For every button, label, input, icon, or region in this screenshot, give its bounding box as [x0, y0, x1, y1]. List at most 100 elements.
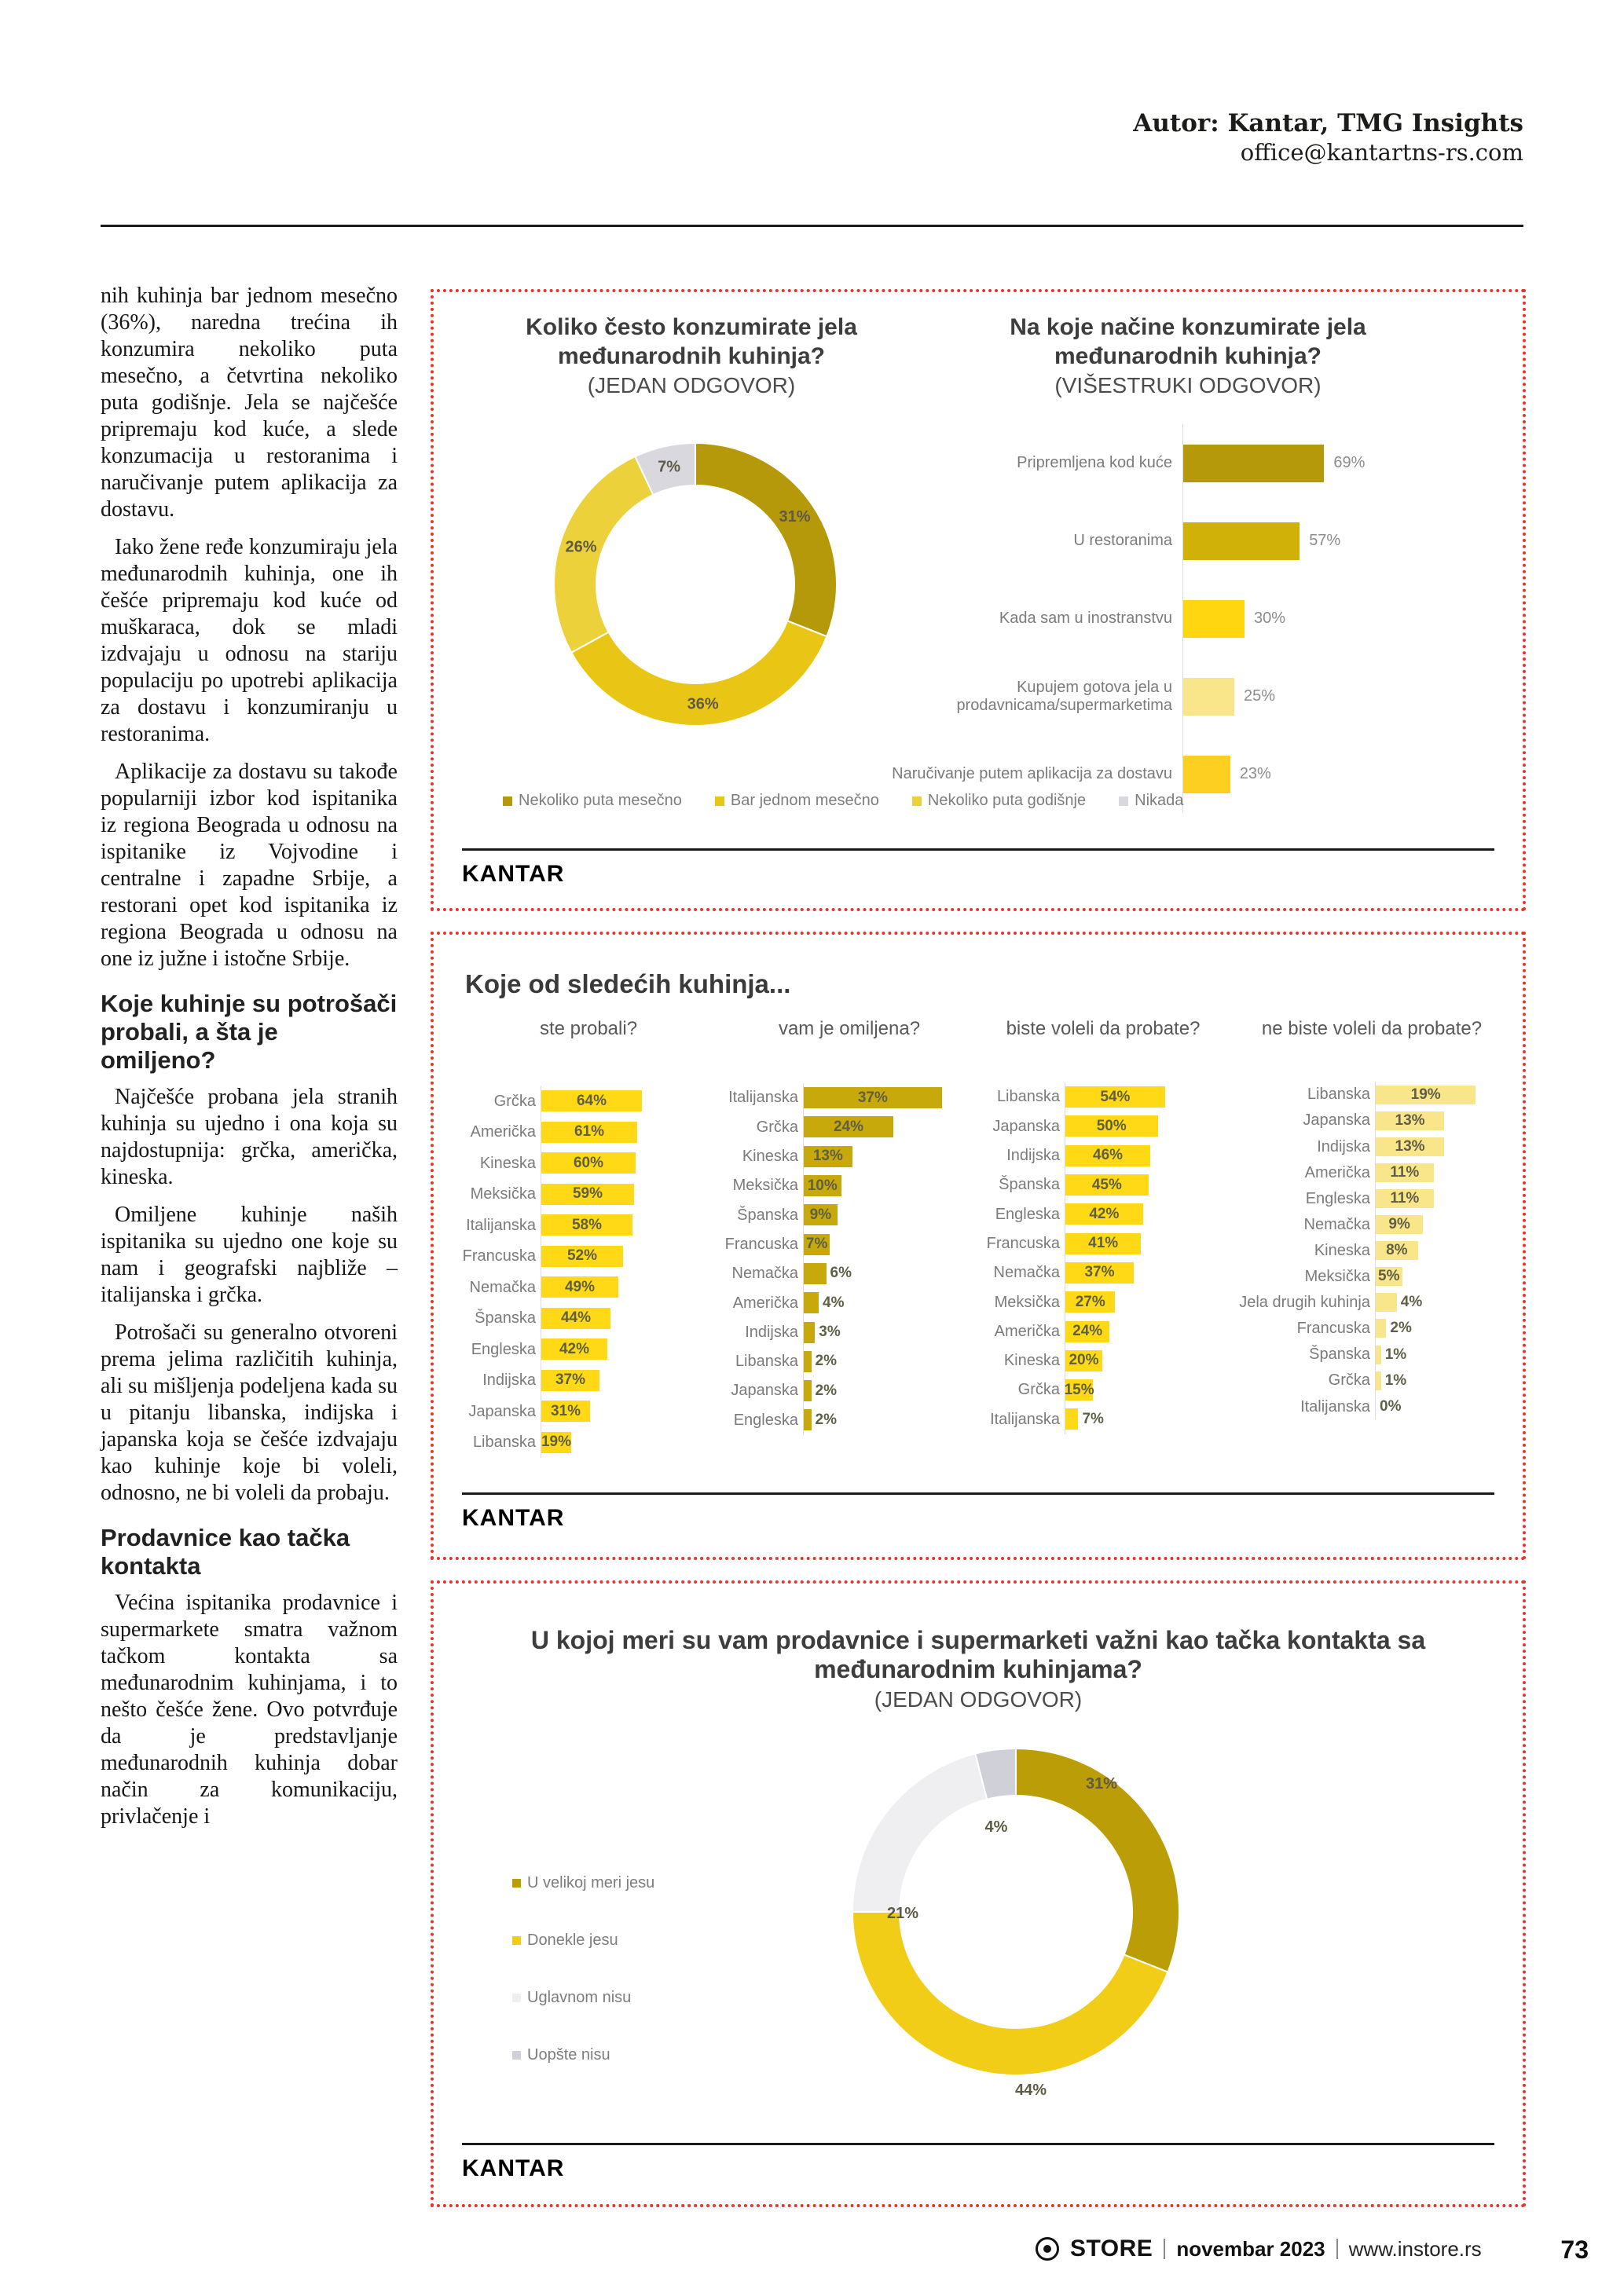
legend-item: Nekoliko puta mesečno — [503, 792, 682, 810]
bar-category-label: Španska — [1309, 1346, 1370, 1364]
bar — [804, 1380, 812, 1402]
color-swatch — [512, 1879, 521, 1888]
bar-value-label: 42% — [559, 1340, 590, 1357]
bar-value-label: 2% — [815, 1411, 837, 1428]
paragraph: Najčešće probana jela stranih kuhinja su… — [101, 1085, 398, 1189]
column-header: vam je omiljena? — [778, 1018, 921, 1039]
bar-category-label: Libanska — [472, 1434, 536, 1452]
donut-slice — [570, 620, 828, 727]
bar-category-label: Libanska — [996, 1088, 1060, 1106]
legend-label: Uglavnom nisu — [527, 1989, 632, 2006]
bar-value-label: 58% — [571, 1216, 603, 1233]
bar-category-label: Francuska — [462, 1247, 536, 1265]
bar-value-label: 61% — [574, 1123, 605, 1141]
bar-value-label: 19% — [541, 1434, 572, 1451]
bar-value-label: 11% — [1390, 1189, 1420, 1207]
section-heading: Prodavnice kao tačka kontakta — [101, 1524, 350, 1580]
header-email: office@kantartns-rs.com — [1240, 139, 1523, 166]
bar — [1065, 1262, 1134, 1283]
legend-label: Nekoliko puta mesečno — [519, 792, 682, 809]
legend-item: Bar jednom mesečno — [714, 792, 879, 810]
bar-category-label: Jela drugih kuhinja — [1239, 1294, 1370, 1312]
bar-category-label: Američka — [732, 1294, 798, 1312]
chart-panel-cuisines: Koje od sledećih kuhinja... ste probali?… — [431, 932, 1526, 1560]
bar-value-label: 44% — [560, 1309, 592, 1327]
donut-value-label: 7% — [658, 459, 680, 476]
article-column: nih kuhinja bar jednom mesečno (36%), na… — [101, 283, 398, 1841]
donut-value-label: 36% — [687, 696, 719, 713]
color-swatch — [512, 1994, 521, 2002]
bar — [804, 1145, 852, 1167]
bar-category-label: Japanska — [1303, 1111, 1370, 1130]
bar — [1065, 1203, 1143, 1225]
bar — [1376, 1215, 1424, 1235]
legend-label: Bar jednom mesečno — [730, 792, 879, 809]
bar — [1183, 599, 1245, 638]
bar-value-label: 69% — [1333, 454, 1366, 471]
section-heading: Koje kuhinje su potrošači probali, a šta… — [101, 990, 398, 1074]
bar-category-label: Italijanska — [466, 1216, 536, 1234]
bar — [541, 1338, 607, 1360]
color-swatch — [1119, 796, 1129, 806]
bar — [541, 1214, 632, 1236]
bar-category-label: Meksička — [470, 1185, 536, 1203]
bar-value-label: 2% — [1390, 1320, 1412, 1337]
bar — [541, 1183, 634, 1205]
bar — [1065, 1086, 1165, 1108]
bar — [1376, 1111, 1445, 1130]
legend-label: U velikoj meri jesu — [527, 1874, 655, 1891]
header: Autor: Kantar, TMG Insights office@kanta… — [1133, 108, 1523, 167]
chart-subtitle: (JEDAN ODGOVOR) — [874, 1687, 1083, 1712]
bar-category-label: Libanska — [735, 1353, 798, 1371]
bar-category-label: Kupujem gotova jela u prodavnicama/super… — [956, 679, 1172, 714]
footer-issue: novembar 2023 — [1176, 2236, 1325, 2261]
panel-divider — [462, 848, 1494, 851]
bar-category-label: Grčka — [493, 1092, 536, 1110]
bar-category-label: Japanska — [468, 1402, 536, 1420]
bar — [804, 1175, 841, 1197]
bar-value-label: 42% — [1089, 1205, 1120, 1222]
color-swatch — [911, 796, 922, 806]
bar-value-label: 31% — [550, 1402, 581, 1419]
donut-slice — [553, 455, 654, 654]
footer-site: www.instore.rs — [1348, 2236, 1482, 2261]
bar — [1376, 1371, 1381, 1390]
bar-category-label: Italijanska — [728, 1089, 798, 1107]
bar — [804, 1321, 816, 1343]
bar-value-label: 49% — [564, 1278, 596, 1295]
chart-title: Koje od sledećih kuhinja... — [465, 969, 791, 998]
column-header: ste probali? — [539, 1018, 638, 1039]
bar-category-label: Nemačka — [731, 1265, 798, 1283]
column-header: biste voleli da probate? — [1006, 1018, 1201, 1039]
bar-value-label: 27% — [1075, 1293, 1105, 1310]
bar-category-label: Indijska — [745, 1323, 798, 1341]
chart-title-text: U kojoj meri su vam prodavnice i superma… — [530, 1626, 1426, 1683]
bar — [1376, 1085, 1476, 1104]
bar-category-label: Italijanska — [990, 1410, 1060, 1428]
bar-value-label: 7% — [805, 1236, 828, 1253]
bar-category-label: Grčka — [1017, 1381, 1060, 1399]
bar-value-label: 45% — [1091, 1176, 1122, 1193]
bar — [1065, 1174, 1149, 1196]
bar-value-label: 37% — [857, 1089, 888, 1106]
bar-category-label: Kineska — [1003, 1352, 1060, 1370]
bar-value-label: 41% — [1088, 1235, 1119, 1252]
bar-value-label: 6% — [830, 1265, 852, 1282]
bar-value-label: 52% — [566, 1247, 598, 1265]
bar-category-label: Indijska — [1317, 1137, 1370, 1155]
bar — [541, 1369, 599, 1391]
bar — [541, 1245, 623, 1267]
bar-category-label: Španska — [737, 1206, 798, 1224]
bar-value-label: 60% — [573, 1154, 604, 1171]
bar-value-label: 57% — [1309, 532, 1341, 549]
donut-slice — [974, 1747, 1017, 1800]
kantar-logo: KANTAR — [462, 1505, 565, 1531]
legend-item: Uopšte nisu — [512, 2046, 654, 2064]
footer-separator — [1336, 2239, 1338, 2259]
bar — [541, 1401, 590, 1423]
bar — [541, 1431, 571, 1453]
bar — [1183, 755, 1230, 793]
bar — [541, 1121, 637, 1143]
bar — [1183, 677, 1234, 716]
bar-value-label: 24% — [1072, 1323, 1103, 1340]
